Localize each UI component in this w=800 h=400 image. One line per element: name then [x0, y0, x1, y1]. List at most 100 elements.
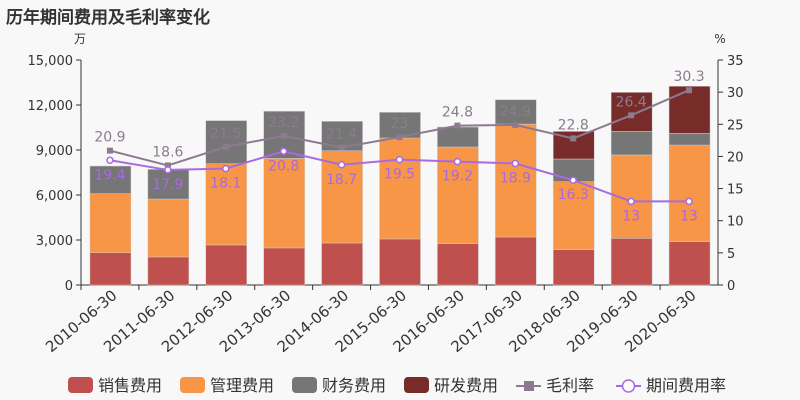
legend-swatch: [68, 377, 93, 393]
data-label-毛利率: 30.3: [673, 69, 704, 85]
point-期间费用率: [569, 176, 577, 184]
point-毛利率: [164, 162, 171, 169]
point-期间费用率: [627, 197, 635, 206]
data-label-期间费用率: 18.1: [210, 176, 241, 192]
point-毛利率: [570, 135, 577, 142]
point-期间费用率: [453, 157, 462, 166]
data-label-毛利率: 18.6: [152, 144, 183, 160]
legend-label: 毛利率: [546, 376, 594, 395]
point-毛利率: [686, 87, 693, 94]
bar-管理费用: [205, 163, 248, 246]
right-tick-label: 15: [727, 183, 744, 198]
legend-marker: [621, 379, 636, 393]
point-毛利率: [338, 144, 345, 151]
data-label-期间费用率: 19.4: [94, 167, 125, 183]
data-label-毛利率: 21.4: [326, 126, 357, 142]
legend-swatch: [404, 377, 429, 393]
legend-label: 销售费用: [98, 376, 162, 395]
right-tick-label: 0: [727, 279, 735, 294]
bar-销售费用: [668, 241, 711, 286]
data-label-毛利率: 26.4: [616, 94, 647, 110]
data-label-期间费用率: 13: [680, 208, 698, 224]
data-label-期间费用率: 20.8: [268, 158, 299, 174]
bar-销售费用: [610, 238, 653, 286]
legend-swatch: [180, 377, 205, 393]
legend-label: 财务费用: [322, 376, 386, 395]
point-毛利率: [222, 143, 229, 150]
legend-swatch: [292, 377, 317, 393]
bar-管理费用: [89, 193, 132, 253]
left-tick-label: 15,000: [28, 54, 74, 69]
bar-管理费用: [668, 144, 711, 242]
data-label-毛利率: 24.9: [500, 104, 531, 120]
bar-财务费用: [89, 165, 132, 194]
bar-财务费用: [147, 169, 190, 200]
bar-管理费用: [147, 198, 190, 258]
data-label-期间费用率: 16.3: [558, 187, 589, 203]
left-unit-label: 万: [74, 32, 86, 46]
data-label-毛利率: 21.5: [210, 126, 241, 142]
bar-销售费用: [205, 244, 248, 286]
data-label-期间费用率: 18.7: [326, 172, 357, 188]
point-期间费用率: [222, 164, 230, 173]
left-tick-label: 0: [65, 279, 73, 294]
bar-销售费用: [321, 242, 363, 286]
bar-管理费用: [379, 137, 421, 240]
left-tick-label: 3,000: [36, 234, 73, 249]
bar-财务费用: [437, 126, 479, 148]
bar-销售费用: [263, 247, 305, 286]
legend-label: 研发费用: [434, 376, 498, 395]
data-label-毛利率: 24.8: [442, 105, 473, 121]
point-毛利率: [106, 147, 113, 154]
right-tick-label: 30: [727, 86, 744, 101]
left-tick-label: 6,000: [36, 189, 73, 204]
bar-财务费用: [610, 131, 653, 156]
data-label-毛利率: 22.8: [558, 117, 589, 133]
data-label-毛利率: 23: [391, 116, 409, 132]
point-期间费用率: [395, 155, 404, 164]
point-毛利率: [512, 121, 519, 128]
right-tick-label: 10: [727, 215, 744, 230]
point-毛利率: [396, 134, 403, 141]
data-label-毛利率: 20.9: [94, 130, 125, 146]
bar-研发费用: [610, 92, 653, 132]
data-label-期间费用率: 13: [622, 208, 640, 224]
left-tick-label: 12,000: [28, 99, 74, 114]
left-tick-label: 9,000: [36, 144, 73, 159]
bar-销售费用: [379, 238, 421, 286]
point-毛利率: [280, 132, 287, 139]
point-毛利率: [628, 112, 635, 119]
bar-销售费用: [495, 236, 537, 286]
bar-财务费用: [205, 120, 248, 164]
bar-财务费用: [668, 133, 711, 146]
point-期间费用率: [685, 197, 693, 206]
right-tick-label: 20: [727, 150, 744, 165]
point-期间费用率: [511, 159, 520, 168]
point-期间费用率: [279, 147, 288, 156]
chart-title: 历年期间费用及毛利率变化: [6, 8, 210, 28]
point-期间费用率: [106, 156, 114, 165]
bar-研发费用: [668, 86, 711, 134]
point-毛利率: [454, 122, 461, 129]
data-label-期间费用率: 19.2: [442, 169, 473, 185]
bar-管理费用: [263, 158, 305, 249]
data-label-毛利率: 23.2: [268, 115, 299, 131]
legend-label: 管理费用: [210, 376, 274, 395]
bar-销售费用: [552, 249, 595, 286]
bar-销售费用: [89, 252, 132, 286]
bar-财务费用: [495, 99, 537, 125]
bar-销售费用: [147, 256, 190, 286]
data-label-期间费用率: 19.5: [384, 167, 415, 183]
right-tick-label: 25: [727, 118, 744, 133]
bar-管理费用: [495, 123, 537, 238]
right-tick-label: 5: [727, 247, 735, 262]
legend-label: 期间费用率: [646, 376, 726, 395]
data-label-期间费用率: 17.9: [152, 177, 183, 193]
bar-管理费用: [552, 181, 595, 250]
bar-销售费用: [437, 243, 479, 286]
point-期间费用率: [337, 161, 346, 169]
legend-marker: [524, 381, 534, 391]
point-期间费用率: [164, 166, 172, 174]
